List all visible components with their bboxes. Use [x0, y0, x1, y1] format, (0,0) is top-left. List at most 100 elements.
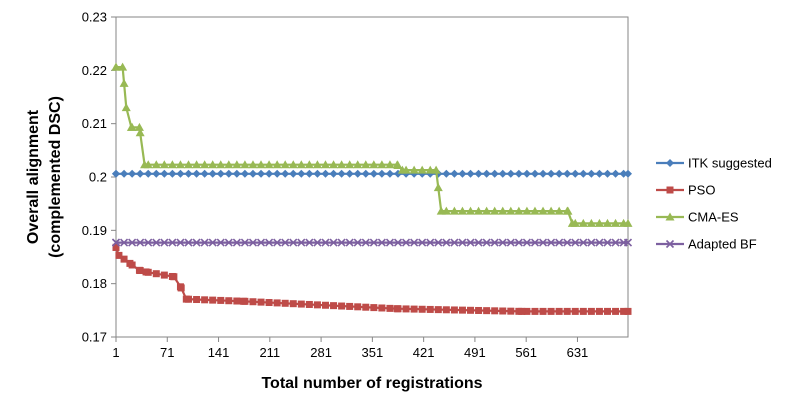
data-point: [354, 303, 362, 311]
data-point: [624, 307, 632, 315]
data-point: [442, 306, 450, 314]
legend-label: Adapted BF: [688, 237, 757, 252]
series-itk-suggested: [112, 169, 632, 178]
data-point: [200, 238, 209, 247]
data-point: [233, 297, 241, 305]
data-point: [184, 169, 193, 178]
data-point: [232, 160, 242, 169]
data-point: [624, 169, 632, 178]
data-point: [392, 160, 402, 169]
data-point: [450, 238, 459, 247]
data-point: [547, 169, 556, 178]
data-point: [167, 160, 177, 169]
x-axis-title: Total number of registrations: [261, 375, 482, 392]
data-point: [134, 122, 144, 131]
data-point: [563, 238, 572, 247]
x-tick-label: 71: [160, 345, 174, 360]
data-point: [426, 238, 435, 247]
data-point: [397, 165, 407, 174]
data-point: [128, 238, 137, 247]
series-line: [114, 247, 628, 313]
y-axis-title-line-2: (complemented DSC): [47, 96, 64, 258]
data-point: [321, 301, 329, 309]
series-adapted-bf: [111, 238, 633, 247]
data-point: [431, 165, 441, 174]
x-tick-label: 491: [464, 345, 486, 360]
data-point: [126, 259, 134, 267]
data-point: [216, 169, 225, 178]
y-axis-title-line-1: Overall alignment: [25, 109, 42, 244]
x-tick-label: 141: [208, 345, 230, 360]
data-point: [491, 307, 499, 315]
data-point: [345, 169, 354, 178]
data-point: [402, 305, 410, 313]
data-point: [530, 206, 540, 215]
data-point: [546, 206, 556, 215]
data-point: [506, 169, 515, 178]
data-point: [474, 169, 483, 178]
data-point: [603, 169, 612, 178]
data-point: [200, 169, 209, 178]
data-point: [273, 169, 282, 178]
data-point: [345, 238, 354, 247]
data-point: [377, 160, 387, 169]
legend-item: CMA-ES: [656, 210, 739, 225]
data-point: [320, 160, 330, 169]
legend-label: PSO: [688, 183, 715, 198]
data-point: [417, 165, 427, 174]
data-point: [200, 160, 210, 169]
data-point: [498, 238, 507, 247]
data-point: [555, 169, 564, 178]
data-point: [313, 238, 322, 247]
legend-item: Adapted BF: [656, 237, 757, 252]
data-point: [304, 160, 314, 169]
data-point: [297, 238, 306, 247]
data-point: [184, 160, 194, 169]
data-point: [329, 169, 338, 178]
data-point: [184, 238, 193, 247]
data-point: [265, 169, 274, 178]
data-point: [281, 169, 290, 178]
data-point: [369, 169, 378, 178]
data-point: [330, 302, 338, 310]
y-tick-label: 0.21: [82, 116, 107, 131]
data-point: [587, 238, 596, 247]
data-point: [361, 160, 371, 169]
series-pso: [112, 243, 632, 315]
data-point: [240, 169, 249, 178]
data-point: [225, 297, 233, 305]
data-point: [458, 238, 467, 247]
data-point: [555, 238, 564, 247]
data-point: [152, 169, 161, 178]
data-point: [434, 306, 442, 314]
data-point: [297, 169, 306, 178]
y-tick-label: 0.22: [82, 63, 107, 78]
data-point: [281, 299, 289, 307]
data-point: [579, 307, 587, 315]
data-point: [475, 306, 483, 314]
data-point: [313, 301, 321, 309]
legend-marker: [666, 186, 674, 194]
data-point: [418, 305, 426, 313]
data-point: [111, 238, 121, 247]
data-point: [506, 238, 515, 247]
data-point: [321, 169, 330, 178]
data-point: [579, 238, 588, 247]
data-point: [385, 169, 394, 178]
data-point: [474, 238, 483, 247]
data-point: [498, 169, 507, 178]
data-point: [483, 307, 491, 315]
data-point: [490, 206, 500, 215]
x-tick-label: 421: [413, 345, 435, 360]
data-point: [182, 295, 190, 303]
data-point: [507, 307, 515, 315]
data-point: [506, 206, 516, 215]
data-point: [450, 169, 459, 178]
data-point: [530, 238, 540, 247]
data-point: [393, 238, 403, 247]
data-point: [457, 206, 467, 215]
data-point: [466, 206, 476, 215]
data-point: [273, 299, 281, 307]
data-point: [280, 160, 290, 169]
data-point: [603, 307, 611, 315]
